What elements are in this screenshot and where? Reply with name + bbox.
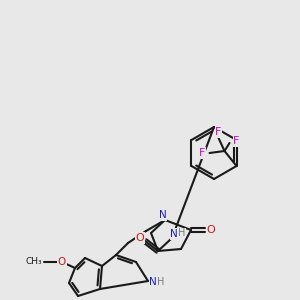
Text: N: N [149,277,157,287]
Text: O: O [207,225,215,235]
Text: H: H [157,277,165,287]
Text: CH₃: CH₃ [26,257,42,266]
Text: O: O [58,257,66,267]
Text: F: F [199,148,206,158]
Text: F: F [233,136,240,146]
Text: N: N [159,210,167,220]
Text: H: H [178,228,186,238]
Text: N: N [170,229,178,239]
Text: F: F [215,127,222,137]
Text: O: O [136,233,144,243]
